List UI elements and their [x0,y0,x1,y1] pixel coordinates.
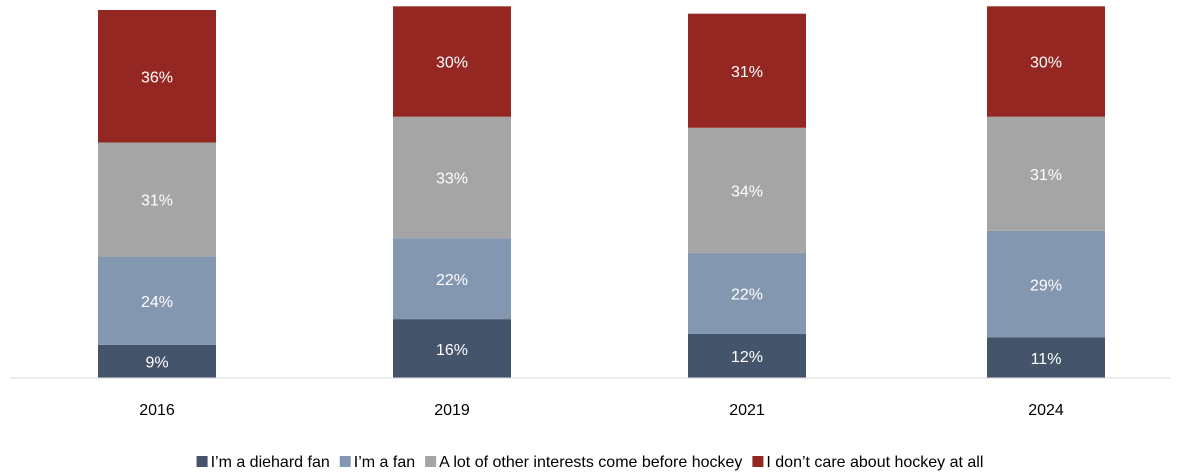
bar-segment [987,337,1105,378]
legend-label: A lot of other interests come before hoc… [439,454,742,471]
bar-segment [98,10,216,143]
bar-segment [688,13,806,128]
legend-label: I’m a diehard fan [211,454,330,471]
bar-segment [98,256,216,345]
data-label: 16% [436,342,468,359]
data-label: 11% [1031,351,1062,368]
bar-segment [393,6,511,117]
legend-label: I’m a fan [354,454,415,471]
data-label: 22% [731,287,763,304]
data-label: 9% [145,355,168,372]
legend-swatch [425,456,437,467]
bar-segment [98,344,216,378]
data-label: 31% [1030,167,1062,184]
data-label: 29% [1030,277,1062,294]
legend-swatch [196,456,208,467]
data-label: 34% [731,184,763,201]
data-label: 30% [436,55,468,72]
data-label: 30% [1030,55,1062,72]
legend-swatch [752,456,764,467]
x-tick-label: 2024 [1028,402,1064,419]
bar-segment [987,230,1105,338]
x-tick-label: 2019 [434,402,470,419]
bar-segment [688,333,806,378]
data-label: 22% [436,272,468,289]
bar-segment [98,142,216,257]
data-label: 31% [141,193,173,210]
bar-segment [987,6,1105,117]
bar-segment [987,116,1105,231]
bar-segment [393,116,511,239]
x-tick-label: 2016 [139,402,175,419]
data-label: 33% [436,171,468,188]
data-label: 24% [141,294,173,311]
legend-label: I don’t care about hockey at all [766,454,983,471]
bar-segment [688,252,806,334]
bar-segment [688,127,806,253]
x-tick-label: 2021 [729,402,765,419]
legend-swatch [339,456,351,467]
bar-segment [393,238,511,320]
bar-segment [393,319,511,378]
data-label: 31% [731,64,763,81]
data-label: 12% [731,349,763,366]
data-label: 36% [141,69,173,86]
